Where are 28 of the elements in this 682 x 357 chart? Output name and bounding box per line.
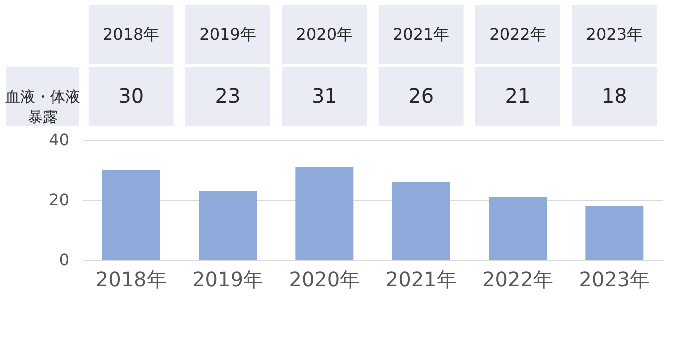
bar (392, 182, 450, 260)
data-label: 26 (408, 84, 434, 108)
category-label: 2023年 (586, 25, 644, 44)
category-label: 2021年 (392, 25, 450, 44)
category-label: 2019年 (200, 25, 256, 44)
category-label: 2018年 (102, 25, 160, 44)
bar (199, 191, 257, 260)
y-tick-label: 40 (49, 130, 70, 150)
category-label: 2020年 (296, 25, 354, 44)
data-label: 23 (215, 84, 241, 108)
x-tick-label: 2023年 (579, 268, 650, 292)
x-tick-label: 2019年 (192, 268, 264, 292)
data-label: 31 (312, 84, 338, 108)
bar (489, 197, 547, 260)
x-tick-label: 2021年 (386, 268, 457, 292)
bar (586, 206, 644, 260)
data-label: 18 (602, 84, 628, 108)
bar (296, 167, 354, 260)
y-tick-label: 20 (49, 190, 70, 210)
y-tick-label: 0 (59, 250, 70, 270)
bar (102, 170, 160, 260)
text: 血液・体液暴露 (6, 88, 80, 126)
data-label: 21 (505, 84, 531, 108)
x-tick-label: 2018年 (96, 268, 167, 292)
x-tick-label: 2020年 (289, 268, 360, 292)
category-label: 2022年 (490, 25, 546, 44)
data-label: 30 (118, 84, 144, 108)
x-tick-label: 2022年 (482, 268, 554, 292)
